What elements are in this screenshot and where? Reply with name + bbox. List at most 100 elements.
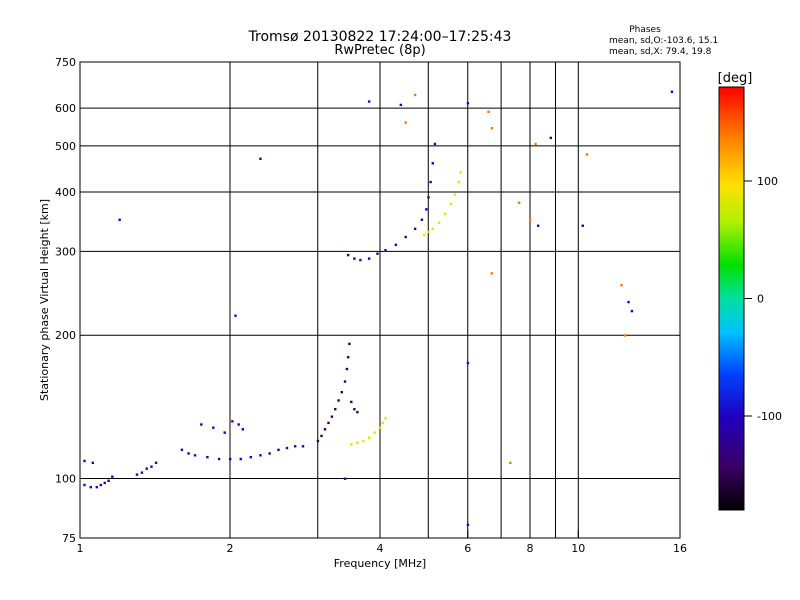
data-point [404, 121, 407, 124]
y-axis-label: Stationary phase Virtual Height [km] [38, 199, 51, 401]
data-point [367, 100, 371, 103]
data-point [103, 481, 106, 485]
data-point [620, 284, 623, 287]
data-point [394, 243, 398, 247]
y-tick-label: 600 [55, 102, 76, 115]
data-point [83, 483, 86, 487]
colorbar-tick-label: -100 [757, 410, 782, 423]
data-point [316, 439, 320, 443]
data-point [490, 127, 494, 130]
data-point [231, 420, 234, 423]
data-point [623, 334, 627, 337]
x-tick-label: 8 [527, 542, 534, 555]
data-point [517, 201, 521, 204]
x-tick-label: 10 [571, 542, 585, 555]
x-axis: 1 2 4 6 8 10 16 [77, 530, 687, 555]
data-point [241, 428, 245, 431]
data-point [301, 445, 305, 448]
data-point [367, 436, 371, 439]
data-point [345, 367, 349, 371]
data-point [330, 415, 334, 418]
y-tick-label: 500 [55, 140, 76, 153]
data-point [150, 465, 153, 468]
data-point [91, 461, 95, 465]
data-point [427, 230, 430, 234]
x-axis-label: Frequency [MHz] [334, 557, 426, 570]
data-point [350, 443, 353, 446]
data-point [581, 224, 584, 227]
data-point [422, 233, 426, 237]
data-point [466, 361, 470, 365]
data-point [118, 218, 121, 221]
data-point [453, 193, 457, 196]
data-point [431, 227, 434, 231]
data-point [413, 93, 417, 97]
data-point [348, 342, 351, 346]
data-point [459, 171, 462, 174]
data-point [343, 477, 347, 480]
grid-lines [80, 62, 680, 538]
data-point [353, 257, 356, 260]
data-point [343, 380, 347, 383]
data-point [180, 448, 184, 452]
data-point [384, 417, 387, 420]
y-axis: 75 100 200 300 400 500 600 750 [55, 56, 76, 545]
y-tick-label: 300 [55, 245, 76, 258]
data-point [466, 102, 470, 105]
data-point [323, 428, 327, 431]
data-point [95, 485, 99, 489]
y-tick-label: 100 [55, 473, 76, 486]
data-point [353, 407, 356, 411]
data-point [384, 249, 387, 252]
phase-stats-o: mean, sd,O:-103.6, 15.1 [609, 36, 718, 46]
data-point [83, 459, 86, 463]
data-point [399, 103, 403, 107]
data-point [431, 162, 434, 165]
data-point [187, 452, 190, 455]
data-point [320, 434, 323, 438]
data-point [356, 410, 359, 414]
y-tick-label: 200 [55, 329, 76, 342]
data-point [466, 523, 470, 527]
x-tick-label: 4 [377, 542, 384, 555]
data-point [670, 90, 674, 93]
data-point [490, 272, 494, 275]
data-point [443, 212, 447, 216]
data-point [534, 142, 537, 146]
data-point [229, 457, 232, 461]
colorbar-tick-label: 0 [757, 293, 764, 306]
x-tick-label: 6 [464, 542, 471, 555]
data-point [154, 461, 158, 465]
data-point [140, 471, 144, 474]
chart-title: Tromsø 20130822 17:24:00–17:25:43 [248, 29, 512, 45]
data-point [212, 426, 215, 429]
data-point [509, 461, 512, 465]
data-point [413, 227, 417, 231]
data-point [285, 446, 289, 450]
data-point [89, 485, 92, 489]
data-point [293, 445, 297, 448]
data-point [234, 314, 237, 317]
colorbar-label: [deg] [718, 71, 753, 86]
data-point [327, 421, 330, 425]
data-point [362, 439, 365, 443]
colorbar-ticks: 100 0 -100 [744, 175, 782, 423]
data-point [457, 180, 460, 184]
data-point [277, 448, 280, 452]
data-point [356, 441, 359, 444]
data-point [193, 454, 197, 457]
data-point [145, 467, 148, 470]
y-tick-label: 400 [55, 186, 76, 199]
data-point [135, 473, 139, 476]
data-point [373, 431, 376, 434]
data-point [99, 483, 103, 487]
data-point [437, 221, 441, 224]
data-point [259, 454, 262, 457]
data-point [259, 157, 262, 161]
data-point [107, 479, 110, 483]
data-point [427, 196, 430, 199]
y-tick-label: 75 [62, 532, 76, 545]
colorbar-tick-label: 100 [757, 175, 778, 188]
data-point [200, 423, 203, 426]
